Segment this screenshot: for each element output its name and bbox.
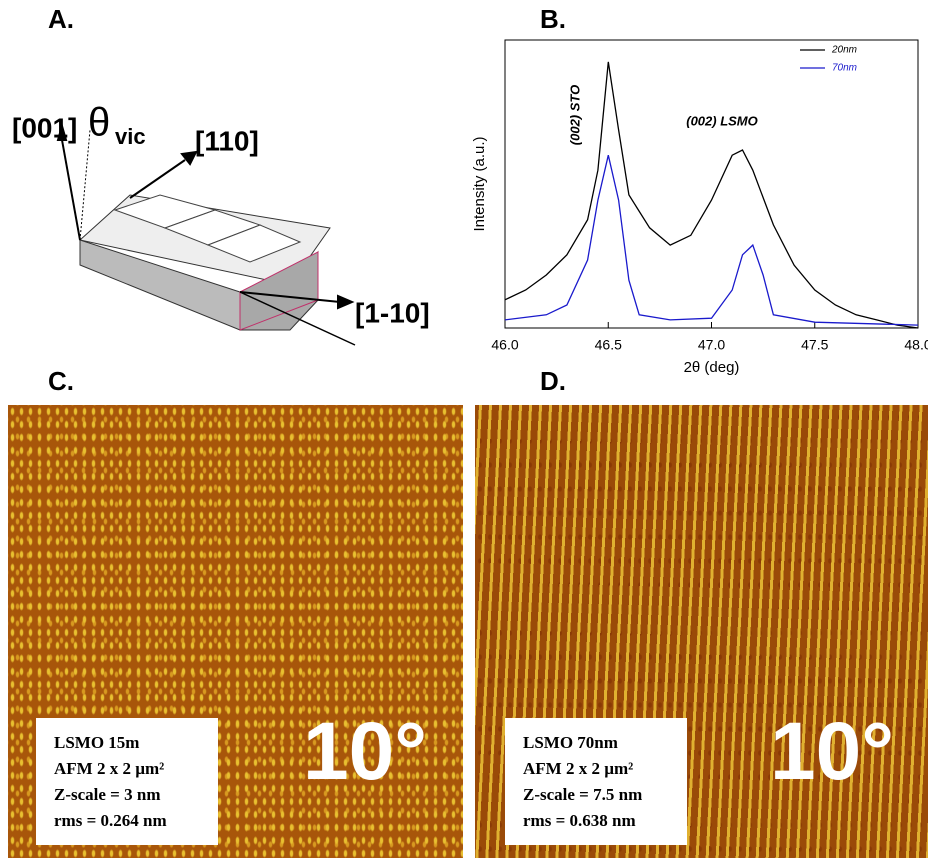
note: Z-scale = 3 nm (54, 785, 161, 804)
x-tick-label: 48.0 (904, 337, 928, 353)
plot-frame (504, 39, 919, 329)
direction-label: [1-10] (355, 297, 430, 328)
panel-label: A. (48, 4, 74, 34)
note: rms = 0.638 nm (523, 811, 636, 830)
note: LSMO 15m (54, 733, 140, 752)
annotation: (002) STO (567, 85, 582, 145)
series-line (504, 61, 919, 329)
x-tick-label: 47.0 (698, 337, 725, 353)
panel-label: D. (540, 366, 566, 396)
afm-image: LSMO 70nm AFM 2 x 2 µm² Z-scale = 7.5 nm… (475, 405, 928, 858)
afm-image: LSMO 15m AFM 2 x 2 µm² Z-scale = 3 nm rm… (8, 405, 463, 858)
note: AFM 2 x 2 µm² (523, 759, 634, 778)
direction-label: [110] (195, 125, 259, 156)
note-box: LSMO 70nm AFM 2 x 2 µm² Z-scale = 7.5 nm… (505, 718, 687, 845)
panel-label: C. (48, 366, 74, 396)
angle-label: 10° (770, 706, 895, 797)
x-axis-title: 2θ (deg) (684, 359, 740, 376)
angle-label: 10° (303, 706, 428, 797)
y-axis-title: Intensity (a.u.) (471, 136, 488, 231)
x-tick-label: 46.5 (595, 337, 622, 353)
x-tick-label: 46.0 (491, 337, 518, 353)
direction-label: [001] (12, 112, 77, 143)
annotation: (002) LSMO (686, 113, 758, 128)
x-tick-label: 47.5 (801, 337, 828, 353)
schematic: [001] θ vic [110] [1-10] (12, 101, 430, 346)
legend-label: 70nm (832, 63, 857, 74)
series-line (504, 155, 919, 326)
note: rms = 0.264 nm (54, 811, 167, 830)
note: AFM 2 x 2 µm² (54, 759, 165, 778)
note-box: LSMO 15m AFM 2 x 2 µm² Z-scale = 3 nm rm… (36, 718, 218, 845)
legend-label: 20nm (831, 45, 857, 56)
xrd-chart: 46.0 46.5 47.0 47.5 48.0 2θ (deg) Intensity (a… (471, 39, 928, 376)
note: LSMO 70nm (523, 733, 618, 752)
theta: θ (88, 101, 110, 145)
panel-label: B. (540, 4, 566, 34)
theta-subscript: vic (115, 124, 146, 149)
note: Z-scale = 7.5 nm (523, 785, 643, 804)
